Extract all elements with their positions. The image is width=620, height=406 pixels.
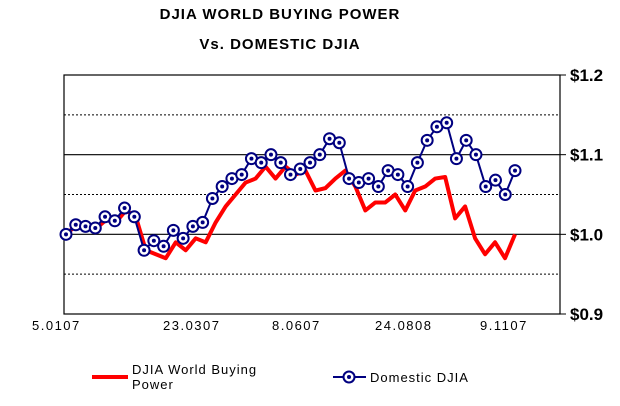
data-point-center — [464, 138, 469, 143]
data-point-center — [210, 196, 215, 201]
data-point-center — [103, 214, 108, 219]
data-point-center — [259, 160, 264, 165]
x-tick-label: 23.0307 — [163, 318, 221, 333]
data-point-center — [73, 222, 78, 227]
data-point-center — [93, 225, 98, 230]
data-point-center — [142, 248, 147, 253]
data-point-center — [278, 160, 283, 165]
data-point-center — [473, 152, 478, 157]
chart-subtitle: Vs. DOMESTIC DJIA — [199, 36, 361, 53]
data-point-center — [454, 156, 459, 161]
legend-label-domestic-djia: Domestic DJIA — [370, 370, 469, 385]
data-point-center — [395, 172, 400, 177]
data-point-center — [434, 124, 439, 129]
data-point-center — [493, 178, 498, 183]
data-point-center — [366, 176, 371, 181]
legend-label-world-buying-power: DJIA World Buying Power — [132, 362, 257, 392]
data-point-center — [356, 180, 361, 185]
y-tick-label: $1.2 — [570, 66, 603, 85]
data-point-center — [503, 192, 508, 197]
data-point-center — [220, 184, 225, 189]
data-point-center — [347, 176, 352, 181]
data-point-center — [83, 224, 88, 229]
legend-marker-center — [347, 375, 351, 379]
data-point-center — [415, 160, 420, 165]
data-point-center — [425, 138, 430, 143]
y-tick-label: $1.1 — [570, 146, 603, 165]
data-point-center — [239, 172, 244, 177]
x-tick-label: 24.0808 — [375, 318, 433, 333]
x-tick-label: 9.1107 — [480, 318, 528, 333]
data-point-center — [171, 228, 176, 233]
data-point-center — [513, 168, 517, 173]
x-tick-label: 5.0107 — [32, 318, 81, 333]
data-point-center — [64, 232, 68, 237]
data-point-center — [298, 167, 303, 172]
data-point-center — [161, 244, 166, 249]
data-point-center — [327, 136, 332, 141]
data-point-center — [337, 140, 342, 145]
data-point-center — [317, 152, 322, 157]
data-point-center — [308, 160, 313, 165]
data-point-center — [132, 214, 137, 219]
data-point-center — [181, 236, 186, 241]
data-point-center — [229, 176, 234, 181]
data-point-center — [483, 184, 488, 189]
data-point-center — [376, 184, 381, 189]
data-point-center — [151, 238, 156, 243]
data-point-center — [405, 184, 410, 189]
data-point-center — [112, 218, 117, 223]
y-tick-label: $1.0 — [570, 225, 603, 244]
data-point-center — [268, 152, 273, 157]
data-point-center — [249, 156, 254, 161]
data-point-center — [288, 172, 293, 177]
y-tick-label: $0.9 — [570, 305, 603, 324]
data-point-center — [190, 224, 195, 229]
data-point-center — [122, 206, 127, 211]
data-point-center — [200, 220, 205, 225]
chart-title: DJIA WORLD BUYING POWER — [159, 6, 401, 23]
data-point-center — [444, 120, 449, 125]
x-tick-label: 8.0607 — [272, 318, 321, 333]
data-point-center — [386, 168, 391, 173]
